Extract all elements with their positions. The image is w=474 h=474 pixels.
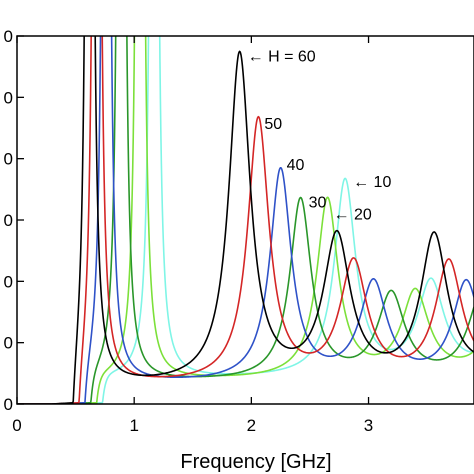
y-tick-label: 0 [4,334,13,353]
annotation-h40: 40 [287,157,305,174]
series-line-h30 [17,36,474,404]
annotation-h60: ← H = 60 [248,48,316,65]
y-axis-ticks: 0 0 0 0 0 0 0 [4,27,24,414]
y-tick-label: 0 [4,88,13,107]
series-line-h20 [17,36,474,404]
series-lines [17,36,474,404]
series-line-h60 [17,36,474,404]
y-tick-label: 0 [4,272,13,291]
x-tick-label: 3 [364,416,373,435]
x-axis-label: Frequency [GHz] [180,451,331,473]
annotation-h30: 30 [309,195,327,212]
x-axis-ticks: 0 1 2 3 [12,36,373,435]
x-tick-label: 1 [129,416,138,435]
y-tick-label: 0 [4,211,13,230]
annotation-h20: ← 20 [334,207,372,224]
y-tick-label: 0 [4,395,13,414]
axes-frame [16,35,474,405]
annotation-h50: 50 [264,116,282,133]
annotations: ← H = 60 50 40 30 ← 20 ← 10 [248,48,392,223]
series-line-h10 [17,36,474,404]
x-tick-label: 0 [12,416,21,435]
y-tick-label: 0 [4,150,13,169]
series-line-h40 [17,36,474,404]
y-tick-label: 0 [4,27,13,46]
annotation-h10: ← 10 [353,174,391,191]
series-line-h50 [17,36,474,404]
x-tick-label: 2 [247,416,256,435]
